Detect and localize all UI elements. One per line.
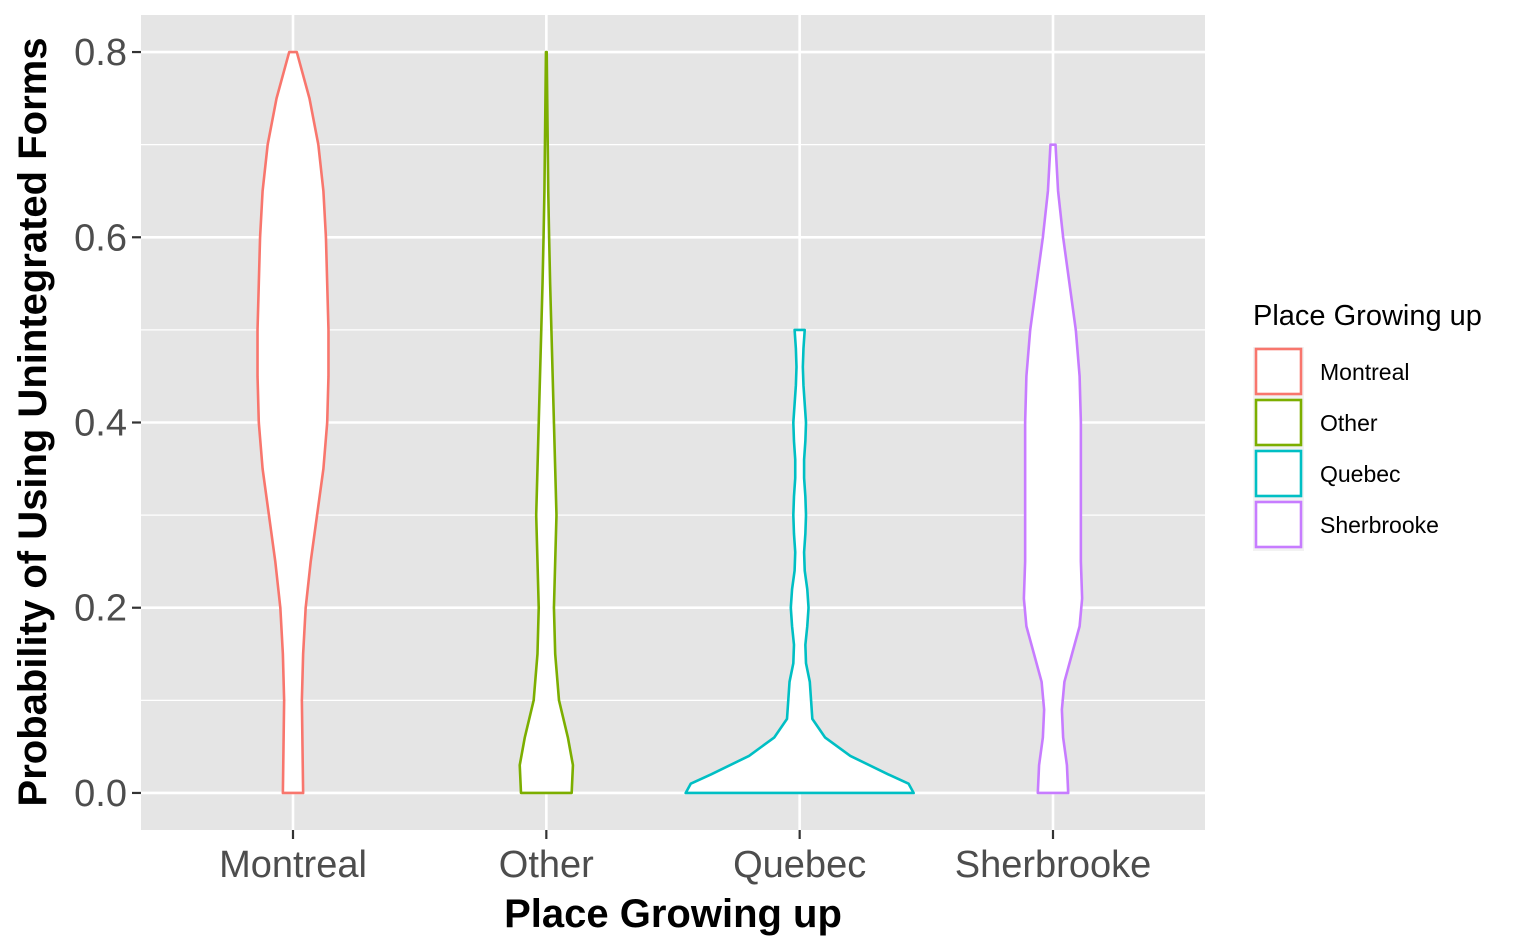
violin-quebec <box>684 328 915 795</box>
violin-montreal <box>256 50 330 795</box>
legend-label: Other <box>1320 410 1378 436</box>
legend-key-montreal <box>1254 347 1303 396</box>
violin-other <box>518 50 575 795</box>
legend-key-sherbrooke <box>1254 500 1303 549</box>
violins <box>256 50 1084 795</box>
x-tick-label: Quebec <box>733 844 866 886</box>
y-tick-label: 0.4 <box>74 403 127 445</box>
y-tick-label: 0.8 <box>74 32 127 74</box>
y-tick-label: 0.2 <box>74 588 127 630</box>
x-tick-label: Other <box>499 844 594 886</box>
y-tick-label: 0.0 <box>74 773 127 815</box>
legend-key-quebec <box>1254 449 1303 498</box>
y-axis: 0.0 0.2 0.4 0.6 0.8 <box>74 32 141 815</box>
x-axis-title: Place Growing up <box>504 892 842 936</box>
legend-title: Place Growing up <box>1253 300 1482 332</box>
legend-key-other <box>1254 398 1303 447</box>
x-axis: Montreal Other Quebec Sherbrooke <box>219 830 1151 886</box>
violin-sherbrooke <box>1022 143 1084 795</box>
x-tick-label: Sherbrooke <box>955 844 1151 886</box>
legend-label: Montreal <box>1320 359 1409 385</box>
legend-label: Quebec <box>1320 461 1401 487</box>
legend: Place Growing up Montreal Other Quebec Sher… <box>1253 300 1482 551</box>
y-tick-label: 0.6 <box>74 217 127 259</box>
legend-label: Sherbrooke <box>1320 512 1439 538</box>
x-tick-label: Montreal <box>219 844 367 886</box>
y-axis-title: Probability of Using Unintegrated Forms <box>11 38 55 807</box>
